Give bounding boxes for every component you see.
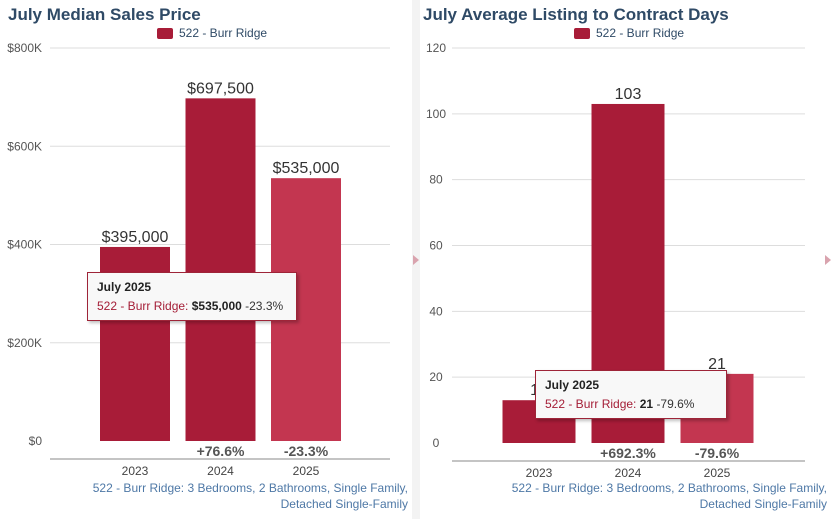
- y-tick-label: $400K: [7, 238, 42, 252]
- tooltip-series: 522 - Burr Ridge:: [97, 299, 189, 313]
- legend[interactable]: 522 - Burr Ridge: [574, 25, 684, 41]
- footnote-line: Detached Single-Family: [280, 497, 408, 511]
- tooltip-title: July 2025: [97, 280, 152, 294]
- bar: [185, 98, 256, 442]
- tooltip: July 2025 522 - Burr Ridge: 21 -79.6%: [535, 370, 727, 419]
- legend-label: 522 - Burr Ridge: [179, 26, 268, 40]
- x-tick-label: 2025: [293, 464, 320, 478]
- next-chart-arrow-icon[interactable]: [413, 255, 419, 265]
- next-chart-arrow-icon[interactable]: [825, 255, 831, 265]
- data-label: $535,000: [273, 160, 340, 177]
- x-tick-label: 2025: [704, 466, 731, 480]
- y-tick-label: 60: [429, 239, 443, 253]
- change-label: -23.3%: [284, 443, 329, 459]
- chart-footnote: 522 - Burr Ridge: 3 Bedrooms, 2 Bathroom…: [512, 480, 827, 512]
- data-label: 103: [615, 86, 642, 103]
- footnote-line: 522 - Burr Ridge: 3 Bedrooms, 2 Bathroom…: [92, 481, 408, 495]
- y-tick-label: $200K: [7, 336, 42, 350]
- listing-to-contract-days-chart: 0204060801001201320231032024+692.3%21202…: [426, 41, 805, 480]
- median-sales-price-panel: $0 $200K $400K $600K $800K $395,000 2023 $697,5…: [0, 0, 412, 519]
- tooltip-value: 21: [639, 397, 654, 411]
- legend-swatch: [574, 27, 590, 39]
- change-label: +76.6%: [197, 443, 245, 459]
- x-tick-label: 2023: [526, 466, 553, 480]
- legend-swatch: [157, 27, 173, 39]
- x-tick-label: 2023: [122, 464, 149, 478]
- data-label: 21: [708, 356, 726, 373]
- chart-title: July Average Listing to Contract Days: [423, 5, 729, 24]
- listing-to-contract-days-panel: 0204060801001201320231032024+692.3%21202…: [420, 0, 831, 519]
- tooltip-change: -23.3%: [245, 299, 284, 313]
- tooltip-change: -79.6%: [656, 397, 695, 411]
- y-tick-label: $600K: [7, 139, 42, 153]
- y-tick-label: $0: [29, 434, 43, 448]
- x-tick-label: 2024: [615, 466, 642, 480]
- tooltip-series: 522 - Burr Ridge:: [545, 397, 637, 411]
- tooltip: July 2025 522 - Burr Ridge: $535,000 -23…: [87, 272, 297, 321]
- data-label: $697,500: [187, 80, 254, 97]
- median-sales-price-chart: $0 $200K $400K $600K $800K $395,000 2023 $697,5…: [7, 41, 390, 478]
- tooltip-title: July 2025: [545, 378, 600, 392]
- y-tick-label: $800K: [7, 41, 42, 55]
- tooltip-value: $535,000: [191, 299, 242, 313]
- legend-label: 522 - Burr Ridge: [596, 26, 685, 40]
- y-tick-label: 80: [429, 173, 443, 187]
- footnote-line: 522 - Burr Ridge: 3 Bedrooms, 2 Bathroom…: [511, 481, 827, 495]
- footnote-line: Detached Single-Family: [699, 497, 827, 511]
- y-tick-label: 0: [433, 436, 440, 450]
- y-tick-label: 120: [426, 41, 446, 55]
- y-tick-label: 40: [429, 304, 443, 318]
- chart-footnote: 522 - Burr Ridge: 3 Bedrooms, 2 Bathroom…: [93, 480, 408, 512]
- data-label: $395,000: [102, 229, 169, 246]
- x-tick-label: 2024: [207, 464, 234, 478]
- y-tick-label: 100: [426, 107, 446, 121]
- change-label: -79.6%: [695, 445, 740, 461]
- legend[interactable]: 522 - Burr Ridge: [157, 25, 267, 41]
- y-tick-label: 20: [429, 370, 443, 384]
- chart-title: July Median Sales Price: [8, 5, 201, 24]
- change-label: +692.3%: [600, 445, 656, 461]
